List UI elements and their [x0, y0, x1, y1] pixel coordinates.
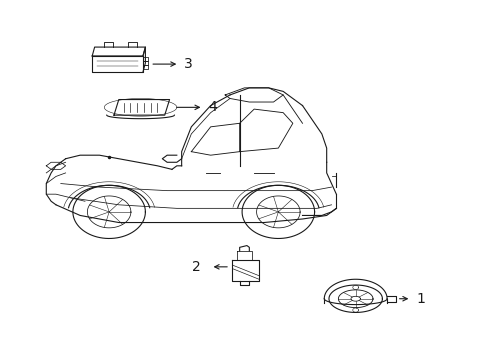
Text: 1: 1 — [415, 292, 424, 306]
Text: 3: 3 — [183, 57, 192, 71]
Text: 2: 2 — [192, 260, 201, 274]
Text: 4: 4 — [208, 100, 217, 114]
